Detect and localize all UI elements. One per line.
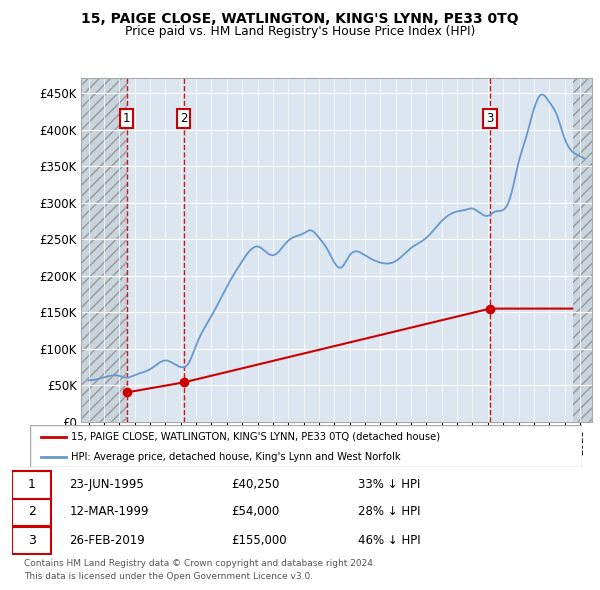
Text: HPI: Average price, detached house, King's Lynn and West Norfolk: HPI: Average price, detached house, King… (71, 452, 401, 461)
Bar (81, 78, 127, 422)
Text: 2: 2 (180, 112, 187, 125)
Text: This data is licensed under the Open Government Licence v3.0.: This data is licensed under the Open Gov… (24, 572, 313, 581)
Text: 33% ↓ HPI: 33% ↓ HPI (358, 478, 420, 491)
Text: 26-FEB-2019: 26-FEB-2019 (70, 533, 145, 546)
Text: 46% ↓ HPI: 46% ↓ HPI (358, 533, 420, 546)
Text: £40,250: £40,250 (231, 478, 279, 491)
Text: 15, PAIGE CLOSE, WATLINGTON, KING'S LYNN, PE33 0TQ (detached house): 15, PAIGE CLOSE, WATLINGTON, KING'S LYNN… (71, 432, 440, 442)
Text: £54,000: £54,000 (231, 505, 279, 519)
Text: 23-JUN-1995: 23-JUN-1995 (70, 478, 145, 491)
Bar (574, 78, 592, 422)
Text: 3: 3 (486, 112, 494, 125)
Text: 15, PAIGE CLOSE, WATLINGTON, KING'S LYNN, PE33 0TQ: 15, PAIGE CLOSE, WATLINGTON, KING'S LYNN… (81, 12, 519, 26)
FancyBboxPatch shape (12, 499, 51, 526)
Text: 1: 1 (123, 112, 130, 125)
Text: 1: 1 (28, 478, 35, 491)
Text: 3: 3 (28, 533, 35, 546)
Text: £155,000: £155,000 (231, 533, 287, 546)
Text: 12-MAR-1999: 12-MAR-1999 (70, 505, 149, 519)
Text: 2: 2 (28, 505, 35, 519)
Text: Price paid vs. HM Land Registry's House Price Index (HPI): Price paid vs. HM Land Registry's House … (125, 25, 475, 38)
FancyBboxPatch shape (12, 471, 51, 499)
FancyBboxPatch shape (12, 527, 51, 554)
Text: Contains HM Land Registry data © Crown copyright and database right 2024.: Contains HM Land Registry data © Crown c… (24, 559, 376, 568)
Text: 28% ↓ HPI: 28% ↓ HPI (358, 505, 420, 519)
